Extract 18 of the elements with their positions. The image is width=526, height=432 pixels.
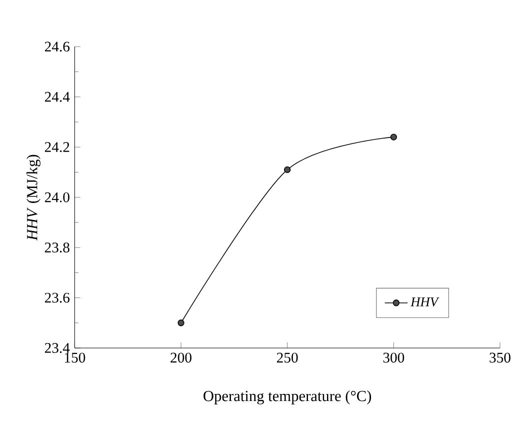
- y-tick-label: 24.2: [44, 142, 70, 152]
- point: [390, 134, 397, 140]
- y-tick-label: 24.6: [44, 42, 70, 52]
- y-tick-label: 24.0: [44, 192, 70, 202]
- legend-label: HHV: [410, 298, 440, 306]
- y-tick-label: 23.4: [44, 343, 70, 353]
- x-axis-title: Operating temperature (°C): [204, 390, 372, 404]
- x-tick-label: 350: [490, 352, 510, 363]
- y-tick-label: 23.6: [44, 292, 70, 303]
- point: [178, 320, 184, 326]
- x-tick-label: 250: [276, 352, 298, 363]
- y-axis-title: HHV (MJ/kg): [26, 154, 40, 241]
- x-tick-label: 200: [170, 352, 192, 363]
- x-tick-label: 300: [383, 352, 404, 363]
- x-tick-label: 150: [64, 352, 86, 363]
- y-tick-label: 23.8: [44, 242, 70, 253]
- y-tick-label: 24.4: [44, 92, 70, 102]
- point: [284, 166, 291, 174]
